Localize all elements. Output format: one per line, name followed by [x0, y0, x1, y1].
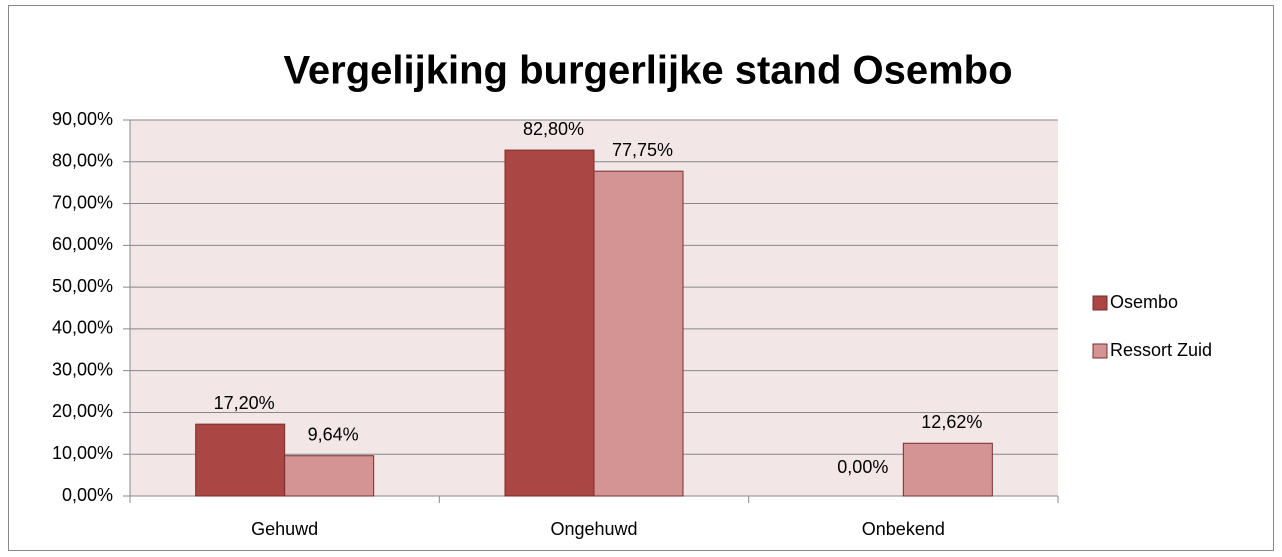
bar	[284, 455, 375, 497]
x-tick-label: Ongehuwd	[550, 519, 637, 539]
value-label: 17,20%	[214, 393, 275, 413]
y-tick-label: 40,00%	[52, 318, 113, 338]
y-tick-label: 80,00%	[52, 151, 113, 171]
value-label: 82,80%	[523, 119, 584, 139]
y-tick-label: 30,00%	[52, 359, 113, 379]
value-label: 9,64%	[308, 424, 359, 444]
legend-label: Osembo	[1110, 292, 1178, 312]
legend-swatch	[1092, 343, 1108, 359]
legend-label: Ressort Zuid	[1110, 340, 1212, 360]
bar	[195, 423, 286, 497]
bar	[593, 170, 684, 497]
chart-title: Vergelijking burgerlijke stand Osembo	[283, 49, 1012, 93]
x-tick-label: Gehuwd	[251, 519, 318, 539]
y-tick-label: 50,00%	[52, 276, 113, 296]
y-tick-label: 70,00%	[52, 192, 113, 212]
value-label: 77,75%	[612, 140, 673, 160]
y-tick-label: 90,00%	[52, 109, 113, 129]
y-tick-label: 10,00%	[52, 443, 113, 463]
value-label: 0,00%	[837, 457, 888, 477]
legend-swatch	[1092, 295, 1108, 311]
y-tick-label: 60,00%	[52, 234, 113, 254]
bar	[504, 149, 595, 497]
y-tick-label: 20,00%	[52, 401, 113, 421]
bar	[902, 442, 993, 497]
value-label: 12,62%	[921, 412, 982, 432]
y-tick-label: 0,00%	[62, 485, 113, 505]
x-tick-label: Onbekend	[862, 519, 945, 539]
